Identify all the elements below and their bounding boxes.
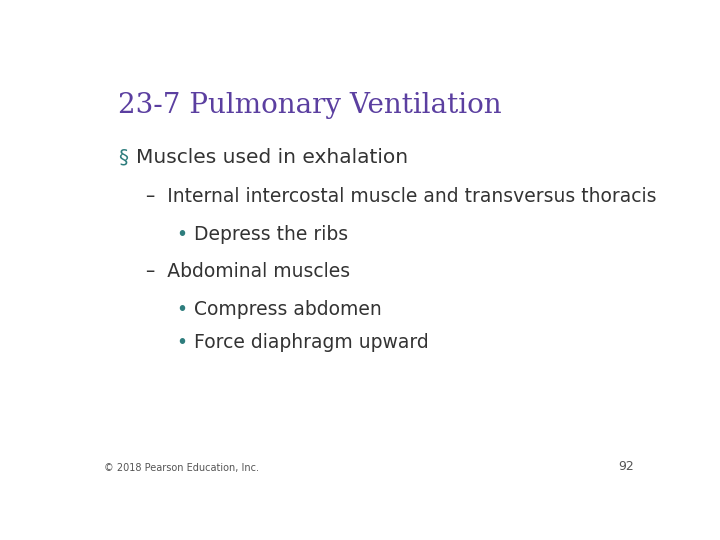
Text: Muscles used in exhalation: Muscles used in exhalation — [136, 148, 408, 167]
Text: –  Internal intercostal muscle and transversus thoracis: – Internal intercostal muscle and transv… — [145, 187, 657, 206]
Text: Compress abdomen: Compress abdomen — [194, 300, 382, 319]
Text: •: • — [176, 333, 188, 352]
Text: Force diaphragm upward: Force diaphragm upward — [194, 333, 429, 352]
Text: 23-7 Pulmonary Ventilation: 23-7 Pulmonary Ventilation — [118, 92, 502, 119]
Text: §: § — [118, 148, 128, 167]
Text: •: • — [176, 300, 188, 319]
Text: –  Abdominal muscles: – Abdominal muscles — [145, 262, 350, 281]
Text: Depress the ribs: Depress the ribs — [194, 225, 348, 244]
Text: © 2018 Pearson Education, Inc.: © 2018 Pearson Education, Inc. — [104, 463, 259, 473]
Text: •: • — [176, 225, 188, 244]
Text: 92: 92 — [618, 460, 634, 473]
